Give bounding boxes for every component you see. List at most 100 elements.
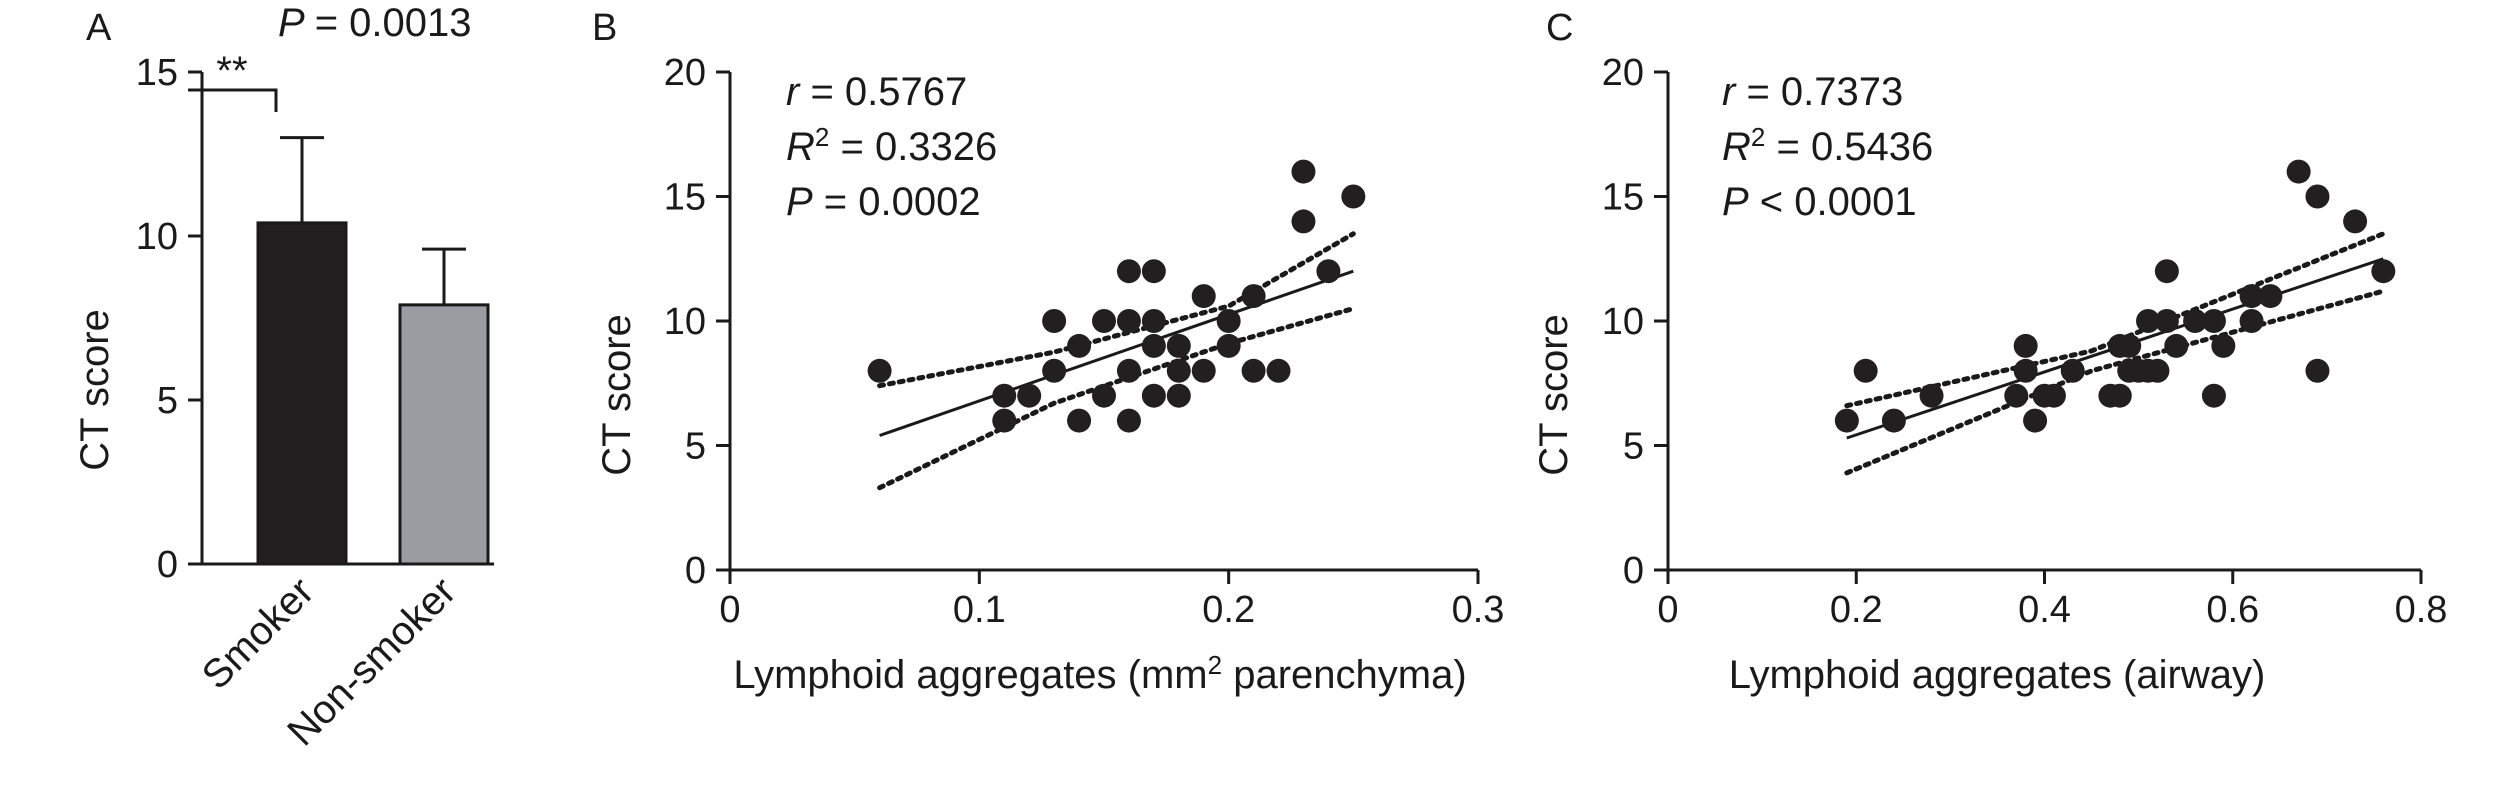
data-point <box>2004 383 2029 408</box>
panel-c-stat-p: P < 0.0001 <box>1722 180 1917 224</box>
data-point <box>1092 383 1116 408</box>
confidence-band-lower <box>1844 288 2386 476</box>
data-point <box>1241 284 1266 309</box>
x-tick-label: 0.1 <box>953 589 1006 631</box>
panel-c-axes: 0 5 10 15 20 0 0.2 0.4 0.6 0.8 <box>1602 52 2448 631</box>
category-label-1: Smoker <box>194 569 323 698</box>
panel-b-y-axis-label: CT score <box>595 314 639 476</box>
y-tick-label: 15 <box>1602 177 1644 219</box>
regression-line <box>879 269 1354 437</box>
data-point <box>1834 408 1859 433</box>
data-point <box>1241 358 1266 383</box>
data-point <box>2183 309 2208 333</box>
y-tick-label: 10 <box>664 301 706 343</box>
data-point <box>2258 284 2283 309</box>
data-point <box>1316 259 1341 284</box>
data-point <box>1116 259 1141 284</box>
data-point <box>1141 259 1166 284</box>
data-point <box>1141 383 1166 408</box>
bar-non-smoker <box>398 303 490 566</box>
y-tick-label: 0 <box>1623 550 1644 592</box>
data-point <box>2239 284 2264 309</box>
y-tick-label: 20 <box>1602 52 1644 94</box>
panel-c-y-axis-label: CT score <box>1532 314 1576 476</box>
x-tick-label: 0 <box>1657 589 1678 631</box>
data-point <box>2371 259 2396 284</box>
y-tick-label: 0 <box>157 544 178 586</box>
data-point <box>1166 358 1191 383</box>
y-tick-label: 15 <box>664 177 706 219</box>
data-point <box>1166 333 1191 358</box>
error-bar-1 <box>280 136 324 223</box>
confidence-band-upper <box>1844 231 2386 409</box>
data-point <box>1042 309 1067 333</box>
panel-b-stats: r = 0.5767 R2 = 0.3326 P = 0.0002 <box>786 70 997 224</box>
panel-letter-b: B <box>592 7 617 49</box>
data-point <box>2343 209 2368 234</box>
data-point <box>2013 358 2038 383</box>
panel-c-stat-r: r = 0.7373 <box>1722 70 1903 114</box>
data-point <box>1341 184 1366 209</box>
data-point <box>867 358 892 383</box>
panel-c-stat-r2: R2 = 0.5436 <box>1722 122 1933 169</box>
panel-letter-a: A <box>86 7 112 49</box>
panel-a-significance-bracket <box>188 88 278 112</box>
data-point <box>2023 408 2048 433</box>
data-point <box>2154 259 2179 284</box>
x-tick-label: 0.2 <box>1830 589 1883 631</box>
data-point <box>992 383 1017 408</box>
data-point <box>2136 309 2161 333</box>
x-tick-label: 0.8 <box>2395 589 2448 631</box>
panel-b: B CT score Lymphoid aggregates (mm2 pare… <box>592 7 1504 697</box>
data-point <box>2201 309 2226 333</box>
x-tick-label: 0.2 <box>1202 589 1255 631</box>
y-tick-label: 10 <box>1602 301 1644 343</box>
error-bar-2 <box>422 247 466 305</box>
data-point <box>1116 408 1141 433</box>
data-point <box>1291 209 1316 234</box>
data-point <box>1067 333 1092 358</box>
x-tick-label: 0.4 <box>2018 589 2071 631</box>
panel-c-x-axis-label: Lymphoid aggregates (airway) <box>1729 653 2266 697</box>
data-point <box>2305 358 2330 383</box>
y-tick-label: 5 <box>157 380 178 422</box>
y-tick-label: 0 <box>685 550 706 592</box>
data-point <box>1141 333 1166 358</box>
data-point <box>1191 284 1216 309</box>
confidence-band-upper <box>877 231 1356 389</box>
data-point <box>1116 309 1141 333</box>
data-point <box>2117 333 2142 358</box>
x-tick-label: 0 <box>719 589 740 631</box>
panel-letter-c: C <box>1546 7 1573 49</box>
data-point <box>1092 309 1116 333</box>
panel-b-stat-r2: R2 = 0.3326 <box>786 122 997 169</box>
data-point <box>2041 383 2066 408</box>
data-point <box>2145 358 2170 383</box>
data-point <box>1216 309 1241 333</box>
x-tick-label: 0.3 <box>1452 589 1505 631</box>
data-point <box>2164 333 2189 358</box>
data-point <box>1216 333 1241 358</box>
data-point <box>2211 333 2236 358</box>
data-point <box>1042 358 1067 383</box>
data-point <box>2060 358 2085 383</box>
data-point <box>1266 358 1291 383</box>
data-point <box>2201 383 2226 408</box>
data-point <box>2107 383 2132 408</box>
panel-c: C CT score Lymphoid aggregates (airway) … <box>1532 7 2447 697</box>
data-point <box>2154 309 2179 333</box>
data-point <box>1067 408 1092 433</box>
data-point <box>1881 408 1906 433</box>
data-point <box>992 408 1017 433</box>
panel-b-x-axis-label: Lymphoid aggregates (mm2 parenchyma) <box>733 650 1466 697</box>
data-point <box>1166 383 1191 408</box>
y-tick-label: 15 <box>136 52 178 94</box>
confidence-band-lower <box>877 306 1356 491</box>
data-point <box>1919 383 1944 408</box>
panel-a-significance-stars: ** <box>216 49 247 93</box>
y-tick-label: 20 <box>664 52 706 94</box>
bar-smoker <box>256 221 348 566</box>
panel-b-stat-r: r = 0.5767 <box>786 70 967 114</box>
data-point <box>2013 333 2038 358</box>
